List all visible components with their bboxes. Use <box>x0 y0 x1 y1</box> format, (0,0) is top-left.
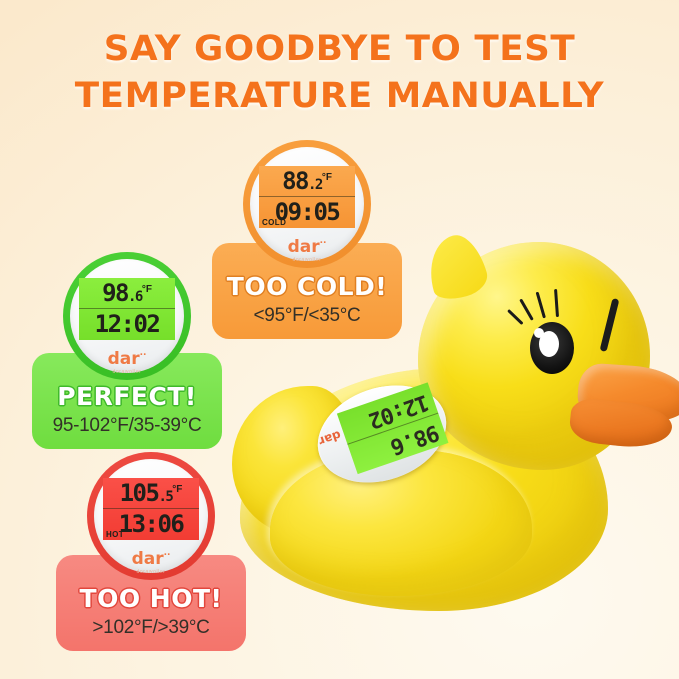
lcd-temp-unit: °F <box>321 172 332 183</box>
callout-too-cold-dial: 88.2°F 09:05 COLD dar·· dorawoller <box>243 140 371 268</box>
dial-brand-subtext: dorawoller <box>112 369 142 375</box>
lcd-temperature: 98.6°F <box>79 279 175 307</box>
lcd-status-flag: COLD <box>262 218 287 227</box>
lcd-time: 12:02 <box>94 310 161 338</box>
sparkle-icon: ·· <box>163 550 171 561</box>
callout-too-cold-lcd: 88.2°F 09:05 COLD <box>259 166 355 228</box>
callout-perfect-dial: 98.6°F 12:02 dar·· dorawoller <box>63 252 191 380</box>
lcd-temp-fraction: .2 <box>307 177 323 193</box>
callout-too-cold-label: TOO COLD! <box>226 272 388 301</box>
page-title-line-2: TEMPERATURE MANUALLY <box>74 75 605 116</box>
lcd-temp-whole: 105 <box>119 479 160 507</box>
callout-perfect-plate: PERFECT! 95-102°F/35-39°C <box>32 353 222 449</box>
lcd-divider <box>79 308 175 309</box>
lcd-temp-unit: °F <box>172 484 183 495</box>
dial-brand-logo-text: dar <box>107 349 140 369</box>
lcd-temp-fraction: .6 <box>127 289 143 305</box>
callout-too-hot-plate: TOO HOT! >102°F/>39°C <box>56 555 246 651</box>
dial-brand-logo-text: dar <box>287 237 320 257</box>
lcd-divider <box>259 196 355 197</box>
callout-too-hot-label: TOO HOT! <box>79 584 223 613</box>
lcd-divider <box>103 508 199 509</box>
lcd-temperature: 105.5°F <box>103 479 199 507</box>
lcd-temp-unit: °F <box>141 284 152 295</box>
dial-brand-logo: dar·· <box>243 239 371 256</box>
page-title: SAY GOODBYE TO TEST TEMPERATURE MANUALLY <box>0 26 679 119</box>
callout-perfect-lcd: 98.6°F 12:02 <box>79 278 175 340</box>
callout-too-hot-lcd: 105.5°F 13:06 HOT <box>103 478 199 540</box>
callout-too-hot-range: >102°F/>39°C <box>92 617 210 638</box>
callout-too-cold-range: <95°F/<35°C <box>253 305 361 326</box>
callout-too-cold: TOO COLD! <95°F/<35°C 88.2°F 09:05 COLD … <box>212 140 402 340</box>
lcd-time: 13:06 <box>118 510 185 538</box>
lcd-status-flag: HOT <box>106 530 125 539</box>
lcd-temp-fraction: .5 <box>158 489 173 505</box>
duck-eye <box>530 322 574 374</box>
dial-brand-subtext: dorawoller <box>136 569 166 575</box>
page-title-line-1: SAY GOODBYE TO TEST <box>103 29 576 69</box>
duck-eye-highlight <box>534 328 544 338</box>
dial-brand-logo: dar·· <box>63 351 191 368</box>
rubber-duck-illustration: dar 98.6 12:02 <box>232 229 679 656</box>
lcd-time: 09:05 <box>274 198 341 226</box>
sparkle-icon: ·· <box>139 350 147 361</box>
callout-perfect-label: PERFECT! <box>57 382 197 411</box>
dial-brand-logo-text: dar <box>131 549 164 569</box>
callout-perfect: PERFECT! 95-102°F/35-39°C 98.6°F 12:02 d… <box>32 252 222 449</box>
lcd-temperature: 88.2°F <box>259 167 355 195</box>
sparkle-icon: ·· <box>319 238 327 249</box>
callout-too-hot: TOO HOT! >102°F/>39°C 105.5°F 13:06 HOT … <box>56 452 246 651</box>
lcd-temp-whole: 98 <box>102 279 129 307</box>
callout-perfect-range: 95-102°F/35-39°C <box>52 415 202 436</box>
lcd-temp-whole: 88 <box>282 167 309 195</box>
callout-too-hot-dial: 105.5°F 13:06 HOT dar·· dorawoller <box>87 452 215 580</box>
dial-brand-subtext: dorawoller <box>292 257 322 263</box>
dial-brand-logo: dar·· <box>87 551 215 568</box>
